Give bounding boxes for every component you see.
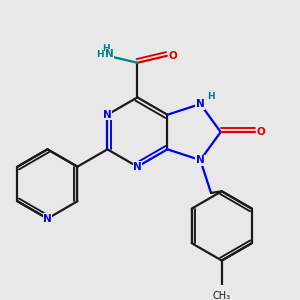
Text: N: N xyxy=(196,99,205,109)
Text: H: H xyxy=(102,44,109,53)
Text: N: N xyxy=(196,155,205,165)
Text: O: O xyxy=(256,127,265,137)
Text: CH₃: CH₃ xyxy=(213,291,231,300)
Text: N: N xyxy=(43,214,52,224)
Text: H: H xyxy=(96,50,104,59)
Text: O: O xyxy=(168,51,177,61)
Text: H: H xyxy=(207,92,214,100)
Text: N: N xyxy=(105,49,114,59)
Text: N: N xyxy=(103,110,112,120)
Text: N: N xyxy=(133,162,142,172)
